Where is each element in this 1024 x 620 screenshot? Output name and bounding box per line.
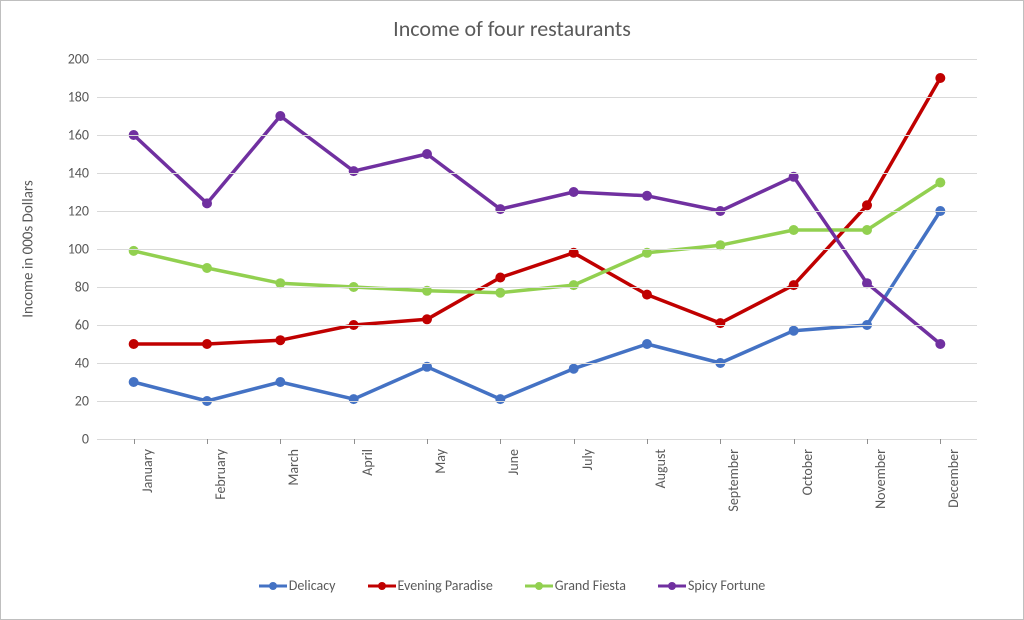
grid-line: [97, 135, 977, 136]
x-tick: [427, 439, 428, 444]
legend-swatch: [658, 580, 686, 592]
x-tick: [647, 439, 648, 444]
x-tick: [207, 439, 208, 444]
series-marker: [569, 364, 579, 374]
legend-item: Spicy Fortune: [658, 577, 765, 594]
legend-label: Spicy Fortune: [688, 577, 765, 594]
x-tick: [940, 439, 941, 444]
series-marker: [789, 326, 799, 336]
series-marker: [569, 187, 579, 197]
chart-title: Income of four restaurants: [1, 15, 1023, 42]
plot-area: 020406080100120140160180200: [97, 59, 977, 439]
x-tick-label: April: [359, 449, 376, 476]
grid-line: [97, 363, 977, 364]
chart-frame: Income of four restaurants Income in 000…: [0, 0, 1024, 620]
series-marker: [202, 339, 212, 349]
legend-label: Grand Fiesta: [555, 577, 626, 594]
series-marker: [129, 339, 139, 349]
y-tick-label: 200: [68, 51, 89, 68]
series-marker: [495, 204, 505, 214]
x-tick: [720, 439, 721, 444]
grid-line: [97, 325, 977, 326]
y-tick-label: 20: [75, 393, 89, 410]
series-marker: [862, 225, 872, 235]
series-marker: [129, 246, 139, 256]
grid-line: [97, 401, 977, 402]
series-marker: [495, 394, 505, 404]
y-tick-label: 60: [75, 317, 89, 334]
x-tick-label: February: [212, 449, 229, 500]
series-marker: [935, 339, 945, 349]
y-axis-title-text: Income in 000s Dollars: [20, 180, 38, 317]
x-tick-label: July: [579, 449, 596, 470]
series-marker: [275, 335, 285, 345]
grid-line: [97, 97, 977, 98]
legend-item: Delicacy: [259, 577, 336, 594]
x-tick: [354, 439, 355, 444]
series-marker: [202, 263, 212, 273]
chart-title-text: Income of four restaurants: [393, 15, 631, 42]
series-marker: [642, 339, 652, 349]
y-tick-label: 80: [75, 279, 89, 296]
y-tick-label: 180: [68, 89, 89, 106]
x-tick-label: December: [945, 449, 962, 508]
x-tick-label: June: [505, 449, 522, 475]
legend-label: Delicacy: [289, 577, 336, 594]
grid-line: [97, 211, 977, 212]
series-marker: [862, 200, 872, 210]
series-marker: [422, 314, 432, 324]
series-marker: [495, 273, 505, 283]
x-tick-label: March: [285, 449, 302, 486]
y-tick-label: 40: [75, 355, 89, 372]
series-marker: [275, 377, 285, 387]
y-tick-label: 120: [68, 203, 89, 220]
x-tick-label: November: [872, 449, 889, 509]
legend-swatch: [259, 580, 287, 592]
series-marker: [349, 166, 359, 176]
legend-label: Evening Paradise: [398, 577, 493, 594]
series-marker: [935, 178, 945, 188]
x-tick: [867, 439, 868, 444]
legend-swatch: [368, 580, 396, 592]
series-marker: [422, 149, 432, 159]
grid-line: [97, 59, 977, 60]
y-axis-title: Income in 000s Dollars: [19, 59, 39, 439]
grid-line: [97, 249, 977, 250]
series-marker: [935, 73, 945, 83]
x-tick: [500, 439, 501, 444]
series-marker: [642, 191, 652, 201]
x-axis: January February March April May June July Augu…: [97, 439, 977, 559]
y-tick-label: 0: [82, 431, 89, 448]
series-marker: [569, 280, 579, 290]
x-tick-label: September: [725, 449, 742, 512]
x-tick-label: August: [652, 449, 669, 488]
legend: Delicacy Evening Paradise Grand Fiesta Spic…: [1, 577, 1023, 594]
legend-item: Evening Paradise: [368, 577, 493, 594]
series-line: [134, 211, 941, 401]
series-marker: [642, 290, 652, 300]
series-marker: [202, 198, 212, 208]
series-marker: [715, 318, 725, 328]
y-tick-label: 100: [68, 241, 89, 258]
legend-swatch: [525, 580, 553, 592]
y-tick-label: 140: [68, 165, 89, 182]
series-marker: [129, 377, 139, 387]
x-tick: [574, 439, 575, 444]
x-tick: [794, 439, 795, 444]
x-tick-label: May: [432, 449, 449, 474]
x-tick: [280, 439, 281, 444]
legend-item: Grand Fiesta: [525, 577, 626, 594]
series-marker: [789, 225, 799, 235]
y-tick-label: 160: [68, 127, 89, 144]
series-marker: [789, 280, 799, 290]
x-tick-label: January: [139, 449, 156, 493]
x-tick: [134, 439, 135, 444]
series-marker: [495, 288, 505, 298]
x-tick-label: October: [799, 449, 816, 495]
grid-line: [97, 173, 977, 174]
series-marker: [275, 111, 285, 121]
series-marker: [349, 394, 359, 404]
grid-line: [97, 287, 977, 288]
